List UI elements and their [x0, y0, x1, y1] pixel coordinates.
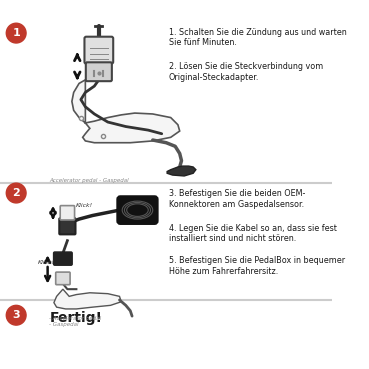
FancyBboxPatch shape: [54, 252, 72, 265]
Text: 5. Befestigen Sie die PedalBox in bequemer: 5. Befestigen Sie die PedalBox in bequem…: [169, 256, 345, 265]
Text: - Gaspedal: - Gaspedal: [49, 321, 79, 327]
Circle shape: [6, 305, 26, 325]
Polygon shape: [167, 166, 196, 176]
Text: 2: 2: [12, 188, 20, 198]
FancyBboxPatch shape: [60, 206, 75, 220]
FancyBboxPatch shape: [86, 62, 112, 81]
FancyBboxPatch shape: [85, 37, 113, 64]
Text: Konnektoren am Gaspedalsensor.: Konnektoren am Gaspedalsensor.: [169, 200, 304, 209]
Text: 4. Legen Sie die Kabel so an, dass sie fest: 4. Legen Sie die Kabel so an, dass sie f…: [169, 224, 337, 232]
Text: Klick!: Klick!: [38, 259, 55, 265]
FancyBboxPatch shape: [118, 197, 157, 224]
Text: Höhe zum Fahrerfahrersitz.: Höhe zum Fahrerfahrersitz.: [169, 267, 278, 276]
Text: installiert sind und nicht stören.: installiert sind und nicht stören.: [169, 234, 296, 244]
Text: 3: 3: [12, 310, 20, 320]
Polygon shape: [72, 80, 180, 143]
Circle shape: [6, 183, 26, 203]
Text: Sie fünf Minuten.: Sie fünf Minuten.: [169, 38, 237, 48]
Text: 3. Befestigen Sie die beiden OEM-: 3. Befestigen Sie die beiden OEM-: [169, 189, 305, 199]
Circle shape: [6, 23, 26, 43]
Text: Accelerator pedal - Gaspedal: Accelerator pedal - Gaspedal: [49, 178, 129, 183]
Text: 2. Lösen Sie die Steckverbindung vom: 2. Lösen Sie die Steckverbindung vom: [169, 62, 323, 71]
Text: 1: 1: [12, 28, 20, 38]
Text: Klick!: Klick!: [76, 203, 93, 208]
FancyBboxPatch shape: [59, 218, 76, 234]
Text: 1. Schalten Sie die Zündung aus und warten: 1. Schalten Sie die Zündung aus und wart…: [169, 28, 346, 37]
FancyBboxPatch shape: [56, 272, 70, 284]
Text: Fertig!: Fertig!: [49, 311, 103, 325]
Polygon shape: [54, 289, 121, 309]
Text: Original-Steckadapter.: Original-Steckadapter.: [169, 73, 259, 82]
Text: - Accelerator pedal: - Accelerator pedal: [49, 316, 101, 321]
